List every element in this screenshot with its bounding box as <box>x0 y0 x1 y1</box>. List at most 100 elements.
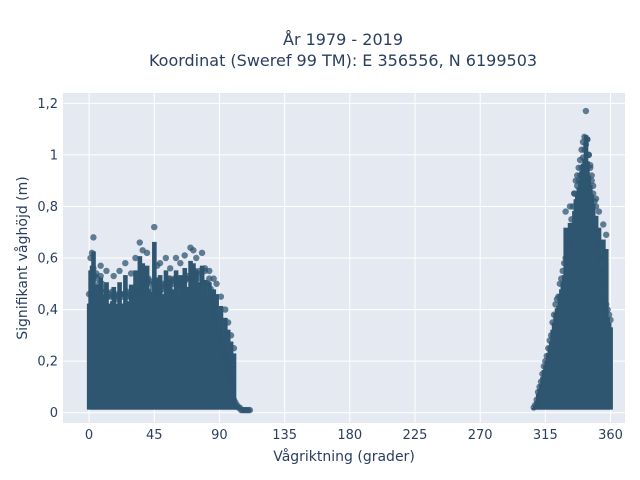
data-point <box>543 352 550 360</box>
data-point <box>143 249 151 257</box>
data-point <box>217 293 225 300</box>
data-point <box>97 262 104 269</box>
data-point <box>97 272 104 280</box>
y-axis-title: Signifikant våghöjd (m) <box>14 176 31 339</box>
data-point <box>136 239 143 246</box>
data-point <box>222 306 229 313</box>
data-point <box>162 254 170 262</box>
data-point <box>190 247 197 254</box>
data-point <box>537 378 545 385</box>
data-point <box>602 231 610 238</box>
y-tick-label: 1 <box>50 148 58 163</box>
data-point <box>556 280 564 287</box>
data-point <box>213 316 220 324</box>
data-point <box>87 254 94 262</box>
data-point <box>90 234 97 241</box>
data-point <box>594 229 601 236</box>
data-point <box>595 241 603 249</box>
scatter-points <box>85 107 614 414</box>
data-point <box>177 259 184 267</box>
data-point <box>127 270 135 277</box>
data-point <box>90 265 97 272</box>
data-point <box>565 239 572 246</box>
data-point <box>207 285 214 293</box>
data-point <box>222 352 229 360</box>
data-point <box>136 285 143 293</box>
data-point <box>103 267 110 275</box>
data-point <box>584 136 591 143</box>
data-point <box>206 267 213 275</box>
data-point <box>230 345 238 352</box>
y-tick-label: 0,6 <box>37 252 58 267</box>
data-point <box>88 249 96 257</box>
data-point <box>578 164 585 171</box>
x-tick-label: 360 <box>598 428 623 443</box>
data-point <box>214 326 222 334</box>
data-point <box>558 275 565 282</box>
data-point <box>229 388 236 396</box>
data-point <box>547 332 555 339</box>
data-point <box>85 290 93 298</box>
data-point <box>545 345 552 352</box>
data-point <box>588 172 595 179</box>
data-point <box>563 247 571 254</box>
data-point <box>581 146 588 153</box>
data-point <box>607 316 614 324</box>
y-tick-label: 0,8 <box>37 200 58 215</box>
x-tick-label: 45 <box>146 428 163 443</box>
x-tick-label: 270 <box>468 428 493 443</box>
data-point <box>151 280 158 287</box>
data-point <box>534 388 542 396</box>
data-point <box>566 229 574 236</box>
data-point <box>571 190 578 197</box>
chart-subtitle: Koordinat (Sweref 99 TM): E 356556, N 61… <box>149 51 537 70</box>
data-point <box>601 293 608 300</box>
data-point <box>604 306 611 313</box>
data-point <box>172 275 180 282</box>
data-point <box>539 370 546 378</box>
data-point <box>166 265 174 272</box>
data-point <box>210 275 217 282</box>
x-tick-label: 180 <box>337 428 362 443</box>
data-point <box>605 311 613 318</box>
data-point <box>552 301 559 308</box>
y-tick-label: 1,2 <box>37 97 58 112</box>
x-tick-label: 315 <box>533 428 558 443</box>
point-cluster <box>225 329 231 410</box>
data-point <box>151 223 158 231</box>
data-point <box>566 203 574 210</box>
data-point <box>224 363 232 370</box>
x-tick-label: 225 <box>403 428 428 443</box>
data-point <box>542 357 549 365</box>
data-point <box>195 267 203 275</box>
data-point <box>546 337 553 344</box>
x-tick-label: 0 <box>85 428 93 443</box>
data-point <box>211 311 219 318</box>
data-point <box>562 254 569 262</box>
point-cluster <box>608 327 613 410</box>
data-point <box>135 290 142 298</box>
y-tick-label: 0,4 <box>37 303 58 318</box>
data-point <box>587 161 594 169</box>
data-point <box>555 293 562 300</box>
data-point <box>597 254 604 262</box>
data-point <box>568 216 575 223</box>
data-point <box>197 275 204 282</box>
data-point <box>98 280 106 287</box>
data-point <box>116 267 123 275</box>
y-tick-label: 0 <box>50 406 58 421</box>
data-point <box>588 177 595 184</box>
data-point <box>204 280 212 287</box>
data-point <box>574 182 581 190</box>
tick-labels: 0 45 90 135 180 225 270 315 360 0 0,2 0,4 0,6 0,8 1 1,2 <box>37 97 623 443</box>
data-point <box>585 151 592 159</box>
data-point <box>213 280 220 287</box>
data-point <box>208 296 216 303</box>
data-point <box>226 370 233 378</box>
data-point <box>550 311 558 318</box>
data-point <box>562 208 569 215</box>
data-point <box>600 221 607 228</box>
data-point <box>576 172 584 179</box>
x-axis-title: Vågriktning (grader) <box>273 448 415 465</box>
data-point <box>589 182 597 190</box>
